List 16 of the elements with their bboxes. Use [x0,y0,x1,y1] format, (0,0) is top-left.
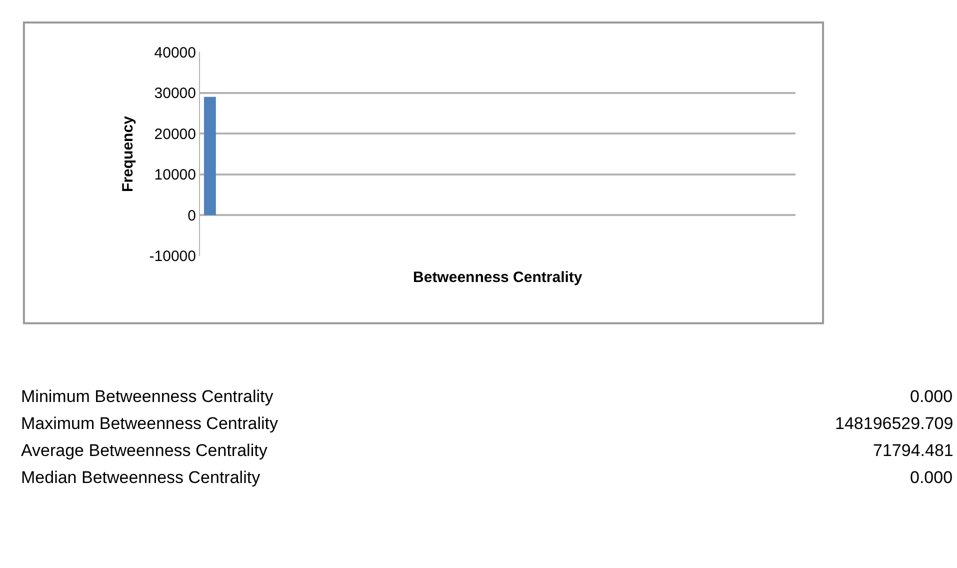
text: 148196529.709 [835,414,954,433]
text: Average Betweenness Centrality [21,441,268,460]
text: 0.000 [910,468,953,487]
x-axis-title: Betweenness Centrality [413,268,583,286]
y-tick-label: -10000 [149,248,196,266]
text: Median Betweenness Centrality [21,468,261,487]
y-tick-label: 40000 [154,44,196,62]
text: Minimum Betweenness Centrality [21,387,274,406]
y-axis-title: Frequency [120,115,137,192]
text: 0.000 [910,387,953,406]
y-tick-label: 30000 [154,85,196,102]
y-tick-label: 0 [188,207,196,224]
y-tick-label: 10000 [154,166,196,184]
y-tick-label: 20000 [154,126,196,143]
text: 71794.481 [873,441,954,460]
text: Maximum Betweenness Centrality [21,414,278,433]
